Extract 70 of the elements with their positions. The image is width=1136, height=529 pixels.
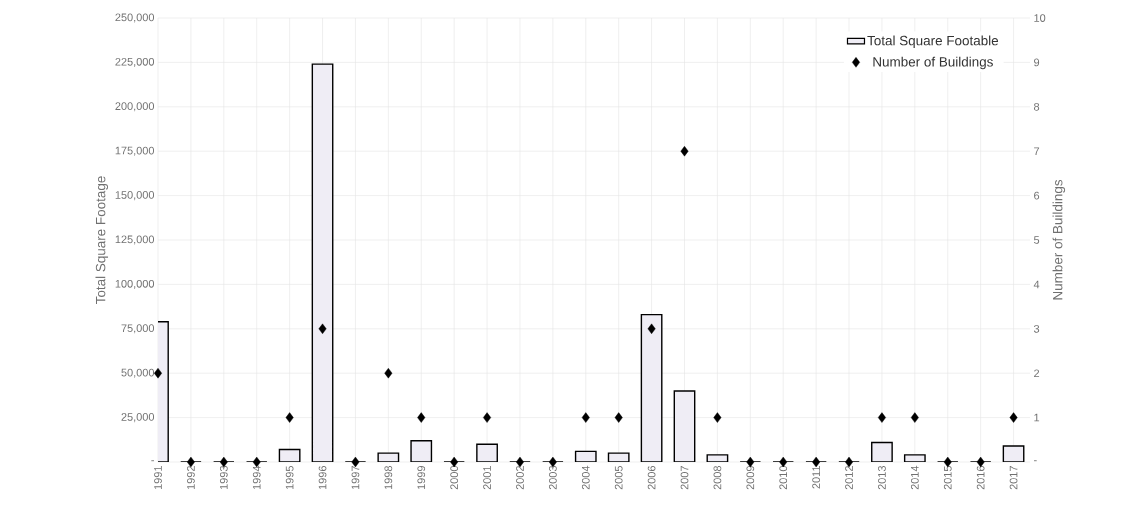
x-tick-label: 2006 [647, 466, 656, 490]
x-tick-label: 1994 [252, 465, 261, 490]
y2-tick-label: 1 [1034, 413, 1040, 422]
x-tick-label: 2009 [746, 466, 755, 490]
y-tick-label: 200,000 [115, 102, 155, 112]
x-tick-label: 2015 [943, 465, 952, 490]
y2-tick-label: 3 [1033, 324, 1040, 333]
y2-tick-label: 7 [1034, 147, 1040, 155]
y2-tick-label: 2 [1034, 369, 1040, 378]
point [614, 412, 623, 423]
x-tick-label: 2003 [549, 466, 557, 490]
y2-tick-label: 5 [1033, 236, 1040, 244]
x-tick-label: 2007 [680, 466, 689, 490]
bar [674, 390, 695, 462]
y-axis-title: Total Square Footage [95, 176, 109, 304]
x-tick-label: 2013 [878, 466, 886, 490]
point [1009, 412, 1018, 423]
x-tick-label: 1998 [384, 466, 393, 490]
x-tick-label: 1995 [285, 465, 294, 490]
y-tick-label: 125,000 [115, 235, 155, 245]
y-tick-label: 75,000 [121, 324, 155, 334]
y2-tick-label: - [1034, 460, 1037, 462]
x-tick-label: 1996 [318, 466, 327, 490]
point [581, 412, 590, 423]
y2-tick-label: 6 [1034, 191, 1040, 200]
point [910, 412, 919, 423]
x-tick-label: 2008 [713, 466, 722, 490]
y-tick-label: 50,000 [121, 368, 155, 378]
legend-label: Total Square Footable [867, 35, 999, 49]
x-tick-label: 2017 [1009, 466, 1018, 490]
x-tick-label: 2016 [976, 466, 985, 490]
point [483, 412, 491, 423]
x-tick-label: 2004 [581, 465, 590, 490]
y-tick-label: 250,000 [115, 13, 155, 23]
y2-tick-label: 10 [1034, 14, 1046, 22]
y-tick-label: 100,000 [115, 279, 155, 289]
bar [641, 314, 662, 462]
point [417, 412, 426, 423]
point [713, 412, 722, 423]
x-tick-label: 2011 [812, 466, 820, 489]
y2-tick-label: 9 [1034, 58, 1040, 67]
point [154, 368, 162, 379]
point [384, 368, 393, 379]
x-tick-label: 2014 [910, 465, 919, 490]
y-tick-label: 175,000 [115, 146, 155, 156]
y2-tick-label: 4 [1033, 280, 1040, 289]
x-tick-label: 2010 [779, 465, 788, 490]
y-tick-label: 150,000 [115, 191, 155, 201]
point [878, 412, 886, 423]
point [680, 146, 689, 157]
y-tick-label: 25,000 [121, 413, 155, 423]
y-tick-label: - [151, 460, 154, 462]
x-tick-label: 1997 [351, 466, 360, 490]
point [285, 412, 294, 423]
bar [312, 64, 333, 462]
x-tick-label: 1991 [154, 466, 162, 490]
point [318, 323, 327, 334]
x-tick-label: 1999 [417, 466, 426, 490]
y2-tick-label: 8 [1034, 102, 1040, 111]
x-tick-label: 2002 [516, 466, 524, 490]
point [647, 323, 656, 334]
y-tick-label: 225,000 [115, 57, 155, 67]
legend-label: Number of Buildings [873, 56, 993, 70]
x-tick-label: 1993 [219, 466, 228, 490]
x-tick-label: 2001 [483, 466, 491, 490]
y2-axis-title: Number of Buildings [1052, 179, 1066, 300]
x-tick-label: 1992 [187, 466, 195, 490]
x-tick-label: 2012 [845, 466, 853, 490]
x-tick-label: 2005 [614, 465, 623, 490]
x-tick-label: 2000 [450, 465, 459, 490]
